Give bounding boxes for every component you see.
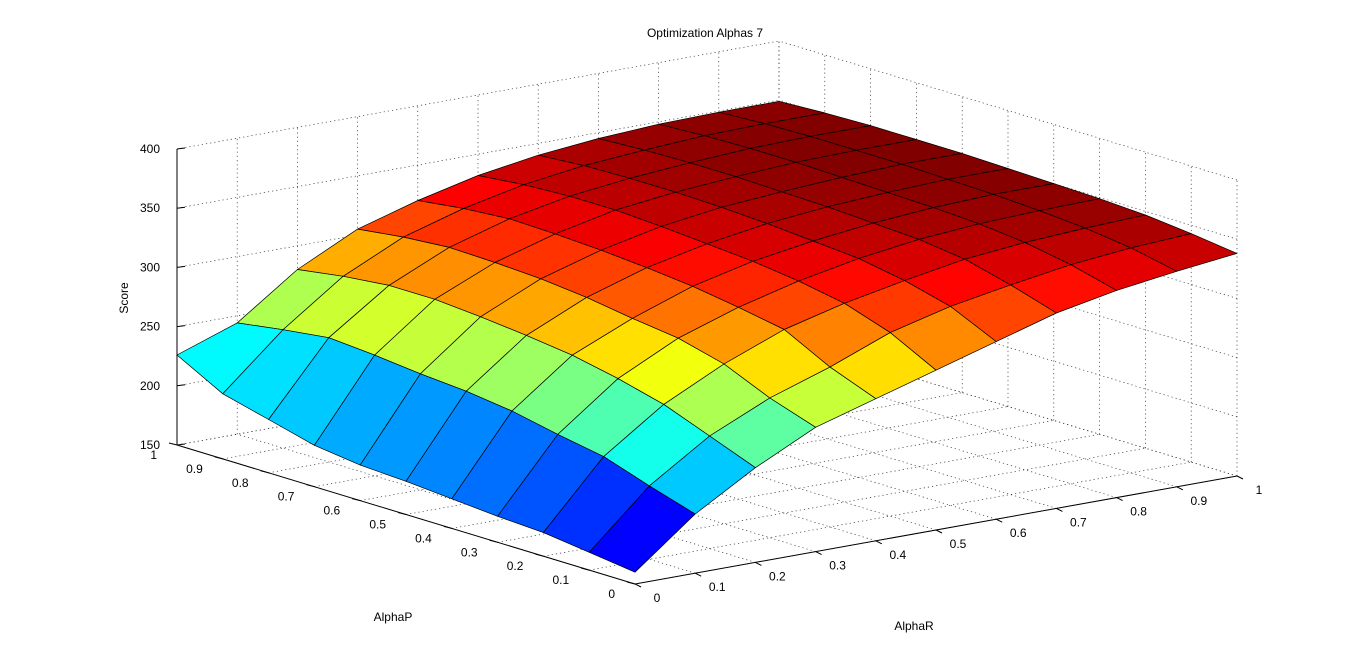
x-tick-mark — [875, 540, 883, 545]
y-tick-label: 0.8 — [232, 476, 249, 490]
x-tick-mark — [634, 583, 642, 588]
z-axis-label: Score — [117, 282, 131, 314]
y-tick-mark — [581, 567, 590, 571]
z-tick-label: 250 — [140, 320, 160, 334]
back-wall-gridline — [176, 159, 780, 268]
y-axis-label: AlphaP — [374, 610, 413, 624]
z-tick-mark — [176, 265, 186, 268]
y-tick-mark — [306, 484, 315, 488]
x-tick-mark — [1176, 486, 1184, 491]
y-tick-mark — [626, 581, 636, 585]
z-tick-mark — [176, 206, 186, 209]
axes-layer: 0 0.1 0.2 0.3 0.4 0.5 0.6 0.7 0.8 0.9 1 0 0.1 0.2 0.3 0… — [140, 142, 1263, 605]
x-tick-label: 0 — [654, 591, 661, 605]
label-layer: Optimization Alphas 7 AlphaR AlphaP Scor… — [117, 26, 934, 633]
y-tick-mark — [352, 498, 361, 502]
y-tick-mark — [443, 525, 452, 529]
z-tick-label: 400 — [140, 142, 160, 156]
x-tick-label: 0.2 — [769, 569, 786, 583]
back-wall-gridline — [176, 336, 780, 446]
x-tick-mark — [815, 551, 822, 556]
x-tick-label: 0.3 — [829, 559, 846, 573]
z-tick-label: 150 — [140, 438, 160, 452]
z-tick-mark — [176, 147, 186, 150]
x-tick-label: 0.5 — [950, 537, 967, 551]
y-tick-mark — [260, 470, 269, 474]
y-tick-label: 0 — [608, 587, 615, 601]
x-tick-label: 0.4 — [889, 548, 906, 562]
y-tick-mark — [397, 512, 407, 515]
y-tick-label: 0.5 — [369, 518, 386, 532]
z-tick-label: 200 — [140, 379, 160, 393]
x-tick-mark — [1056, 507, 1063, 512]
floor-gridline — [589, 461, 1192, 571]
y-tick-mark — [168, 442, 178, 446]
y-tick-label: 0.6 — [324, 504, 341, 518]
y-tick-label: 0.1 — [553, 573, 570, 587]
x-tick-label: 1 — [1256, 483, 1263, 497]
y-tick-label: 0.7 — [278, 490, 295, 504]
y-tick-label: 0.4 — [415, 531, 432, 545]
x-tick-mark — [694, 572, 702, 577]
z-tick-mark — [176, 325, 186, 328]
x-tick-label: 0.7 — [1070, 515, 1087, 529]
back-wall-gridline — [176, 99, 780, 209]
x-tick-mark — [935, 529, 943, 534]
y-tick-mark — [489, 539, 498, 543]
x-tick-label: 0.1 — [709, 580, 726, 594]
y-tick-label: 0.9 — [186, 462, 203, 476]
z-tick-mark — [176, 384, 186, 387]
y-tick-mark — [535, 553, 544, 557]
y-tick-label: 0.3 — [461, 545, 478, 559]
z-tick-label: 350 — [140, 201, 160, 215]
x-tick-mark — [1236, 475, 1244, 480]
x-axis-label: AlphaR — [894, 619, 934, 633]
y-tick-label: 0.2 — [507, 559, 524, 573]
z-tick-label: 300 — [140, 260, 160, 274]
x-tick-mark — [755, 561, 762, 566]
surface-facet — [588, 485, 696, 573]
back-wall-gridline — [176, 40, 780, 150]
chart-title: Optimization Alphas 7 — [647, 26, 763, 40]
x-tick-mark — [995, 518, 1003, 523]
x-tick-mark — [1116, 497, 1123, 502]
y-tick-mark — [214, 456, 223, 460]
x-tick-label: 0.9 — [1190, 494, 1207, 508]
y-tick-label: 1 — [150, 448, 157, 462]
x-tick-label: 0.6 — [1010, 526, 1027, 540]
z-tick-mark — [176, 443, 186, 446]
x-tick-label: 0.8 — [1130, 505, 1147, 519]
surface-layer — [176, 101, 1238, 573]
